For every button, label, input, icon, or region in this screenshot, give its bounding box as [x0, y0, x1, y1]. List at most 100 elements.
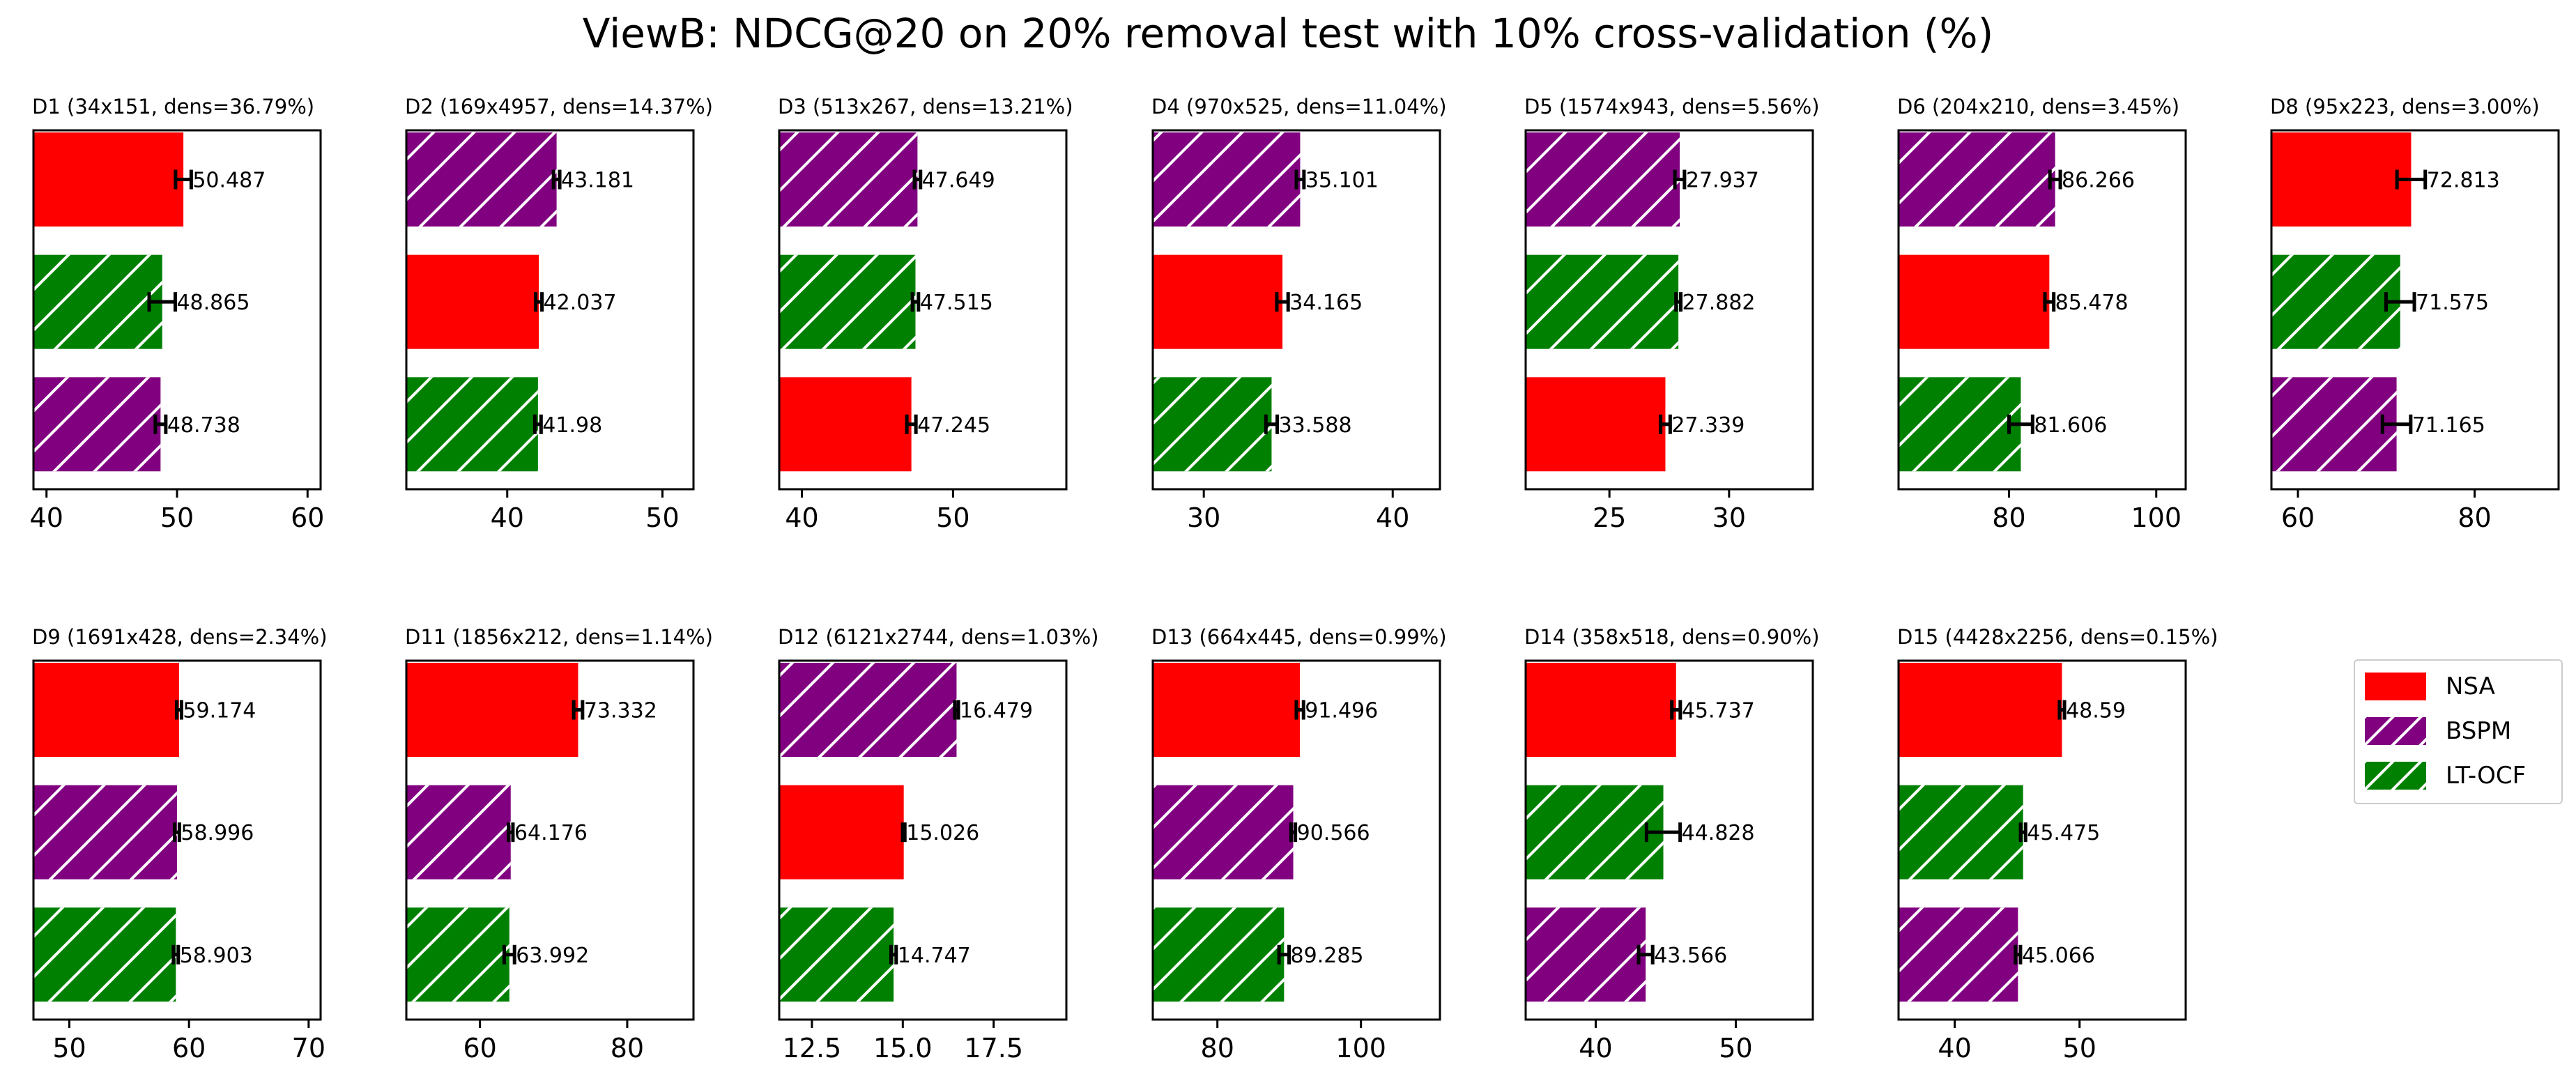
x-tick-label: 40: [491, 502, 524, 533]
data-label: 81.606: [2034, 413, 2107, 438]
bar-nsa: [406, 254, 539, 349]
data-label: 15.026: [906, 821, 979, 845]
data-label: 89.285: [1291, 944, 1364, 968]
bar-nsa: [779, 785, 904, 880]
bar-nsa: [1153, 663, 1301, 758]
data-label: 42.037: [544, 291, 617, 315]
legend-label: LT-OCF: [2446, 762, 2527, 790]
plot-frame: [1524, 659, 1814, 1021]
x-tick-label: 17.5: [964, 1033, 1023, 1063]
legend-item-lt-ocf: LT-OCF: [2365, 760, 2526, 792]
x-tick-label: 30: [1187, 502, 1220, 533]
legend-swatch: [2365, 762, 2426, 790]
bar-hatch: [33, 907, 176, 1002]
data-label: 47.515: [920, 291, 993, 315]
subplot-title: D6 (204x210, dens=3.45%): [1897, 95, 2179, 118]
subplot-11: D13 (664x445, dens=0.99%) 91.496 90.566 89.…: [1151, 625, 1447, 1063]
bar-hatch: [1526, 254, 1679, 349]
plot-frame: [1151, 659, 1441, 1021]
subplot-9: D11 (1856x212, dens=1.14%) 73.332 64.176 63…: [405, 625, 713, 1063]
subplot-12: D14 (358x518, dens=0.90%) 45.737 44.828 43.…: [1524, 625, 1820, 1063]
x-tick-label: 25: [1593, 502, 1626, 533]
bar-hatch: [33, 254, 162, 349]
plot-frame: [1897, 659, 2187, 1021]
subplot-title: D11 (1856x212, dens=1.14%): [405, 625, 713, 649]
data-label: 14.747: [898, 944, 971, 968]
x-tick-label: 100: [2131, 502, 2182, 533]
subplot-13: D15 (4428x2256, dens=0.15%) 48.59 45.475 45…: [1897, 625, 2218, 1063]
data-label: 44.828: [1682, 821, 1755, 845]
data-label: 43.566: [1654, 944, 1727, 968]
plot-frame: [405, 129, 695, 491]
x-tick-label: 60: [463, 1033, 496, 1063]
x-tick-label: 12.5: [783, 1033, 842, 1063]
x-tick-label: 100: [1335, 1033, 1386, 1063]
data-label: 58.903: [180, 944, 253, 968]
data-label: 16.479: [960, 699, 1033, 723]
data-label: 72.813: [2427, 169, 2500, 193]
subplot-title: D12 (6121x2744, dens=1.03%): [778, 625, 1098, 649]
subplot-3: D3 (513x267, dens=13.21%) 47.649 47.515 47.…: [778, 95, 1073, 533]
x-tick-label: 80: [2458, 502, 2491, 533]
subplot-title: D9 (1691x428, dens=2.34%): [32, 625, 328, 649]
subplot-title: D2 (169x4957, dens=14.37%): [405, 95, 713, 118]
bar-hatch: [1153, 907, 1285, 1002]
subplot-7: D8 (95x223, dens=3.00%) 72.813 71.575 71.16…: [2270, 95, 2560, 533]
data-label: 85.478: [2055, 291, 2129, 315]
bar-hatch: [406, 785, 511, 880]
bar-hatch: [1899, 132, 2055, 227]
plot-frame: [2270, 129, 2560, 491]
bar-nsa: [2271, 132, 2412, 227]
data-label: 63.992: [516, 944, 589, 968]
figure-title: ViewB: NDCG@20 on 20% removal test with …: [582, 10, 1994, 57]
subplot-4: D4 (970x525, dens=11.04%) 35.101 34.165 33.…: [1151, 95, 1447, 533]
bar-hatch: [406, 377, 538, 472]
subplot-1: D1 (34x151, dens=36.79%) 50.487 48.865 48.7…: [30, 95, 325, 533]
subplot-title: D1 (34x151, dens=36.79%): [32, 95, 314, 118]
bar-hatch: [1526, 785, 1664, 880]
bar-hatch: [1153, 377, 1272, 472]
legend-item-nsa: NSA: [2365, 670, 2495, 702]
legend-swatch: [2365, 717, 2426, 745]
x-tick-label: 80: [611, 1033, 644, 1063]
x-tick-label: 80: [1201, 1033, 1234, 1063]
data-label: 48.738: [167, 413, 240, 438]
data-label: 71.575: [2416, 291, 2489, 315]
x-tick-label: 40: [1938, 1033, 1971, 1063]
bar-nsa: [1153, 254, 1283, 349]
legend: NSA BSPM LT-OCF: [2354, 659, 2563, 804]
x-tick-label: 60: [2281, 502, 2315, 533]
subplot-title: D15 (4428x2256, dens=0.15%): [1897, 625, 2218, 649]
data-label: 47.649: [922, 169, 995, 193]
data-label: 59.174: [183, 699, 256, 723]
bar-nsa: [406, 663, 578, 758]
bar-hatch: [33, 377, 161, 472]
legend-item-bspm: BSPM: [2365, 715, 2511, 747]
bar-hatch: [1153, 132, 1301, 227]
data-label: 33.588: [1279, 413, 1352, 438]
subplot-6: D6 (204x210, dens=3.45%) 86.266 85.478 81.6…: [1897, 95, 2187, 533]
subplot-5: D5 (1574x943, dens=5.56%) 27.937 27.882 27.…: [1524, 95, 1820, 533]
subplot-title: D4 (970x525, dens=11.04%): [1151, 95, 1447, 118]
subplot-10: D12 (6121x2744, dens=1.03%) 16.479 15.026 1…: [778, 625, 1098, 1063]
x-tick-label: 30: [1712, 502, 1746, 533]
x-tick-label: 50: [1719, 1033, 1752, 1063]
data-label: 27.882: [1682, 291, 1756, 315]
x-tick-label: 40: [785, 502, 818, 533]
bar-nsa: [1526, 663, 1676, 758]
x-tick-label: 50: [936, 502, 969, 533]
data-label: 64.176: [514, 821, 588, 845]
subplot-8: D9 (1691x428, dens=2.34%) 59.174 58.996 58.…: [32, 625, 328, 1063]
bar-hatch: [779, 663, 957, 758]
data-label: 45.066: [2022, 944, 2095, 968]
data-label: 47.245: [917, 413, 990, 438]
bar-hatch: [406, 132, 557, 227]
x-tick-label: 50: [52, 1033, 86, 1063]
x-tick-label: 15.0: [873, 1033, 933, 1063]
x-tick-label: 50: [160, 502, 194, 533]
data-label: 90.566: [1297, 821, 1370, 845]
subplot-title: D8 (95x223, dens=3.00%): [2270, 95, 2540, 118]
plot-frame: [778, 659, 1068, 1021]
data-label: 45.737: [1682, 699, 1755, 723]
data-label: 48.865: [176, 291, 250, 315]
